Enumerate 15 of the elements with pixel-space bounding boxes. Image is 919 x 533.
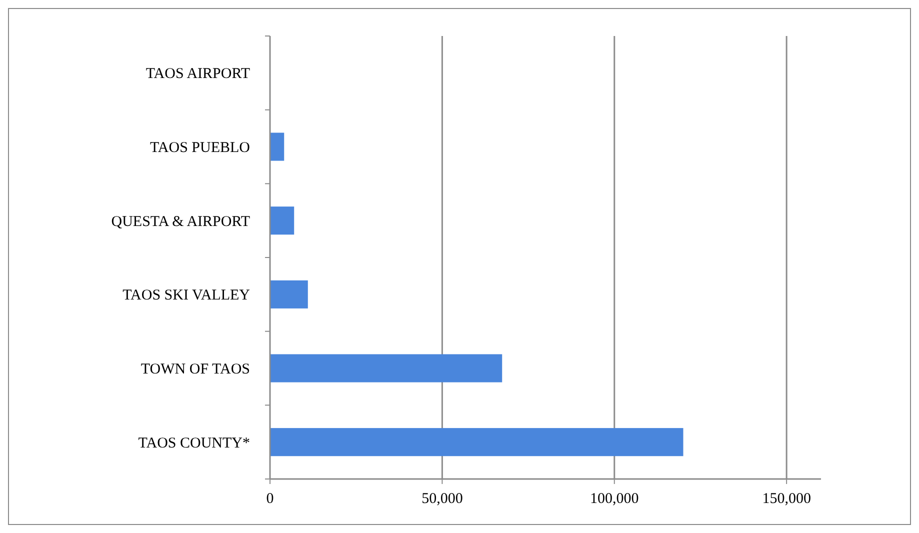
bar <box>270 280 308 308</box>
bar <box>270 206 294 235</box>
x-tick-label: 100,000 <box>590 491 639 507</box>
y-tick-label: TOWN OF TAOS <box>140 362 250 378</box>
y-tick-label: TAOS SKI VALLEY <box>122 288 250 304</box>
y-tick-label: TAOS COUNTY* <box>138 435 250 452</box>
x-tick-label: 0 <box>266 491 274 507</box>
bar <box>270 428 684 456</box>
x-tick-label: 50,000 <box>422 491 463 507</box>
y-tick-label: TAOS AIRPORT <box>146 66 250 82</box>
y-tick-label: TAOS PUEBLO <box>150 140 250 156</box>
y-tick-label: QUESTA & AIRPORT <box>111 214 250 230</box>
bar <box>270 132 284 161</box>
x-tick-label: 150,000 <box>762 491 811 507</box>
bar <box>270 354 502 382</box>
